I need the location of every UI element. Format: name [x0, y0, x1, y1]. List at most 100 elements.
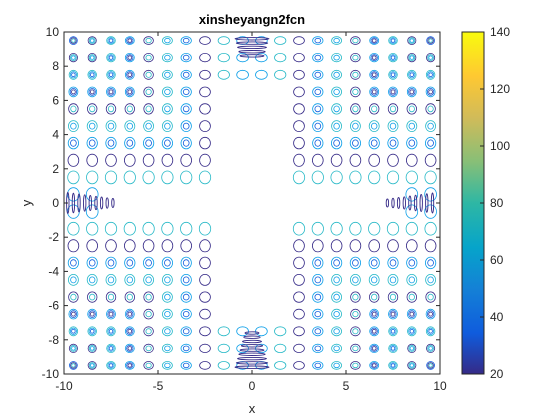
- contour-ring: [371, 38, 377, 43]
- contour-ring: [369, 69, 380, 80]
- contour-ring: [145, 105, 152, 113]
- contour-ring: [161, 136, 173, 150]
- contour-ring: [333, 328, 340, 335]
- contour-ring: [180, 170, 193, 185]
- contour-ring: [293, 343, 305, 353]
- contour-ring: [408, 88, 416, 96]
- contour-ring: [331, 361, 343, 370]
- contour-ring: [123, 221, 136, 236]
- contour-ring: [143, 69, 154, 80]
- contour-ring: [86, 136, 98, 150]
- contour-ring: [88, 344, 96, 352]
- y-tick-label: -4: [48, 264, 59, 278]
- contour-ring: [369, 36, 380, 45]
- contour-ring: [428, 311, 433, 317]
- contour-ring: [89, 311, 95, 317]
- contour-ring: [371, 311, 377, 317]
- contour-ring: [124, 103, 136, 115]
- contour-ring: [370, 362, 378, 369]
- contour-ring: [182, 310, 190, 318]
- contour-ring: [333, 259, 340, 267]
- contour-ring: [126, 71, 134, 79]
- contour-ring: [370, 71, 378, 79]
- contour-ring: [390, 72, 396, 78]
- contour-ring: [199, 153, 211, 167]
- contour-ring: [127, 89, 133, 95]
- contour-streak: [243, 335, 261, 339]
- contour-ring: [217, 69, 230, 80]
- contour-ring: [371, 72, 377, 78]
- contour-ring: [180, 308, 192, 320]
- contour-ring: [352, 54, 359, 61]
- contour-ring: [370, 139, 378, 147]
- contour-ring: [352, 37, 359, 44]
- colorbar: 20 40 60 80 100 120 140: [461, 25, 510, 381]
- contour-ring: [87, 36, 97, 45]
- contour-ring: [182, 54, 190, 61]
- contour-ring: [126, 105, 133, 113]
- contour-ring: [164, 139, 171, 147]
- contour-ring: [199, 343, 211, 353]
- contour-ring: [292, 170, 306, 185]
- contour-ring: [124, 36, 135, 45]
- contour-ring: [107, 105, 115, 113]
- contour-ring: [70, 293, 77, 301]
- contour-streak: [238, 352, 266, 356]
- contour-ring: [143, 120, 155, 132]
- contour-ring: [71, 89, 76, 95]
- contour-ring: [124, 343, 135, 353]
- contour-ring: [389, 293, 397, 301]
- contour-ring: [143, 86, 154, 98]
- contour-ring: [352, 293, 359, 301]
- contour-ring: [108, 328, 114, 334]
- contour-ring: [352, 328, 359, 335]
- contour-ring: [255, 52, 268, 63]
- contour-ring: [428, 38, 433, 43]
- contour-ring: [68, 103, 79, 115]
- contour-ring: [406, 120, 418, 132]
- contour-ring: [312, 361, 324, 370]
- contour-streak: [99, 196, 104, 210]
- contour-ring: [314, 37, 322, 44]
- contour-ring: [126, 88, 134, 96]
- contour-ring: [274, 326, 287, 337]
- contour-ring: [143, 36, 154, 45]
- contour-ring: [143, 103, 154, 115]
- contour-ring: [314, 259, 322, 267]
- colorbar-ticks: 20 40 60 80 100 120 140: [480, 25, 510, 381]
- contour-ring: [408, 276, 415, 284]
- contour-ring: [87, 326, 97, 337]
- contour-ring: [293, 153, 305, 167]
- contour-ring: [386, 170, 400, 185]
- contour-ring: [180, 103, 192, 115]
- contour-ring: [199, 291, 211, 303]
- contour-streak: [94, 195, 98, 211]
- contour-ring: [123, 170, 136, 185]
- contour-ring: [388, 326, 398, 337]
- contour-ring: [371, 293, 378, 301]
- contour-ring: [405, 170, 418, 185]
- contour-ring: [314, 139, 322, 147]
- contour-ring: [405, 153, 418, 167]
- contour-ring: [311, 239, 324, 253]
- contour-ring: [198, 221, 212, 236]
- contour-ring: [407, 69, 417, 80]
- contour-ring: [408, 362, 416, 369]
- contour-ring: [180, 239, 193, 253]
- contour-ring: [370, 37, 378, 44]
- contour-ring: [164, 362, 171, 369]
- contour-ring: [67, 170, 80, 185]
- contour-streak: [235, 41, 269, 45]
- contour-ring: [274, 52, 287, 63]
- contour-ring: [293, 86, 305, 98]
- contour-ring: [161, 69, 173, 80]
- contour-ring: [352, 105, 359, 113]
- contour-ring: [427, 122, 434, 130]
- contour-ring: [142, 153, 155, 167]
- contour-ring: [350, 103, 361, 115]
- contour-ring: [180, 361, 192, 370]
- contour-ring: [388, 361, 398, 370]
- contour-ring: [180, 86, 192, 98]
- contour-ring: [124, 136, 136, 150]
- contour-ring: [312, 69, 324, 80]
